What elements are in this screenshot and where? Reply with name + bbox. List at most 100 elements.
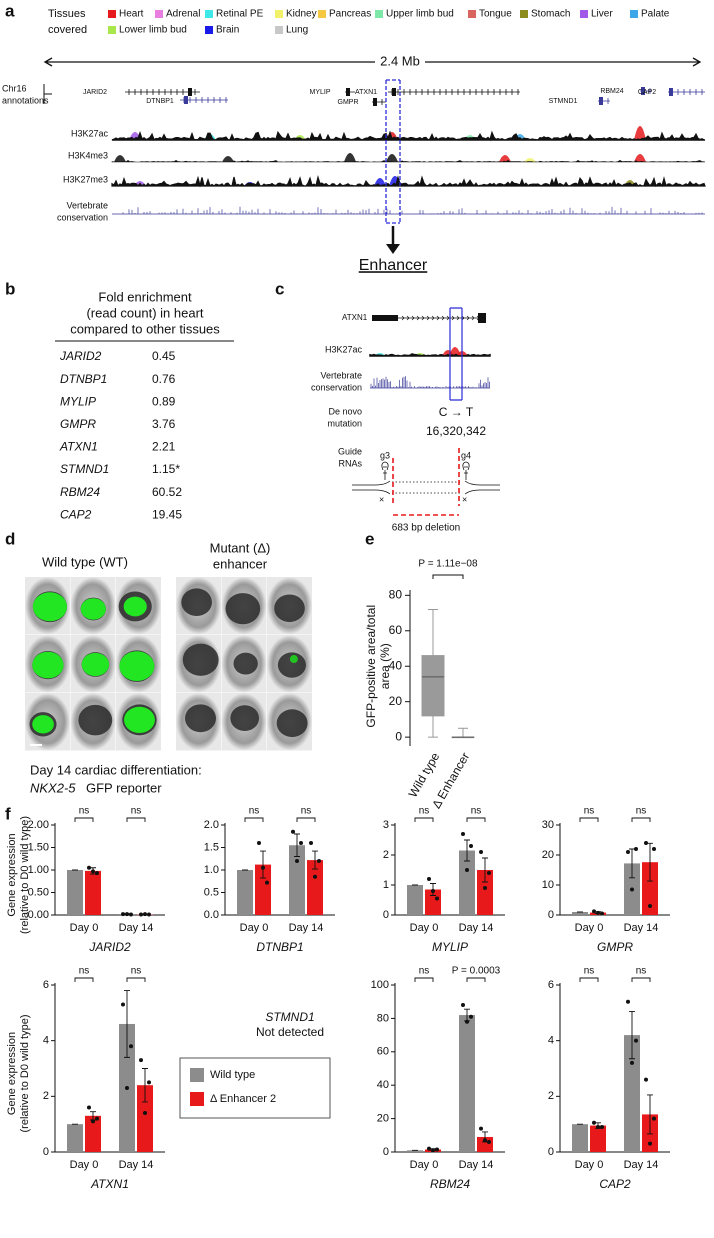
bracket (432, 574, 464, 579)
table-value: 1.15* (152, 462, 180, 476)
aggregate (276, 709, 308, 738)
table-value: 19.45 (152, 507, 182, 521)
signal-track (111, 130, 706, 142)
table-gene: ATXN1 (59, 440, 98, 454)
data-point (427, 877, 431, 881)
bracket (74, 977, 94, 982)
significance: ns (131, 966, 142, 977)
track-label: H3K27ac (71, 128, 109, 138)
y-tick-label: 20 (377, 1113, 389, 1125)
aggregate (181, 588, 212, 617)
gene-exon (669, 88, 673, 96)
cut-mark: × (379, 494, 384, 504)
x-tick-label: Day 0 (575, 922, 604, 934)
error-bar (647, 842, 653, 882)
y-axis-label: area (%) (378, 643, 392, 689)
x-tick-label: Day 0 (410, 922, 439, 934)
legend-swatch (275, 26, 283, 34)
legend-label: Upper limb bud (386, 9, 454, 20)
y-tick-label: 1 (383, 879, 389, 891)
legend-label: Brain (216, 25, 239, 36)
gene-label: GMPR (597, 940, 633, 954)
x-tick-label: Day 14 (624, 922, 659, 934)
gene-exon (392, 88, 396, 96)
legend-label: Pancreas (329, 9, 371, 20)
aggregate (277, 652, 306, 678)
cut-mark: × (462, 494, 467, 504)
table-value: 0.76 (152, 372, 176, 386)
bracket (466, 977, 486, 982)
data-point (125, 912, 129, 917)
signal-peak (634, 126, 646, 140)
aggregate (78, 704, 113, 736)
error-bar (294, 833, 300, 857)
legend-swatch (155, 10, 163, 18)
significance: ns (584, 966, 595, 977)
y-tick-label: 0 (395, 729, 402, 743)
significance: P = 0.0003 (452, 966, 501, 977)
gfp-signal (32, 651, 64, 679)
legend-label: Δ Enhancer 2 (210, 1093, 276, 1105)
guide-label: g3 (380, 450, 390, 460)
panel-label: a (5, 1, 15, 20)
note: STMND1 (265, 1010, 314, 1024)
data-point (644, 1077, 648, 1082)
bar (590, 1125, 606, 1152)
panel-label: e (365, 529, 374, 548)
legend-label: Tongue (479, 9, 512, 20)
group-label: enhancer (213, 556, 268, 571)
bar (425, 889, 441, 915)
legend-swatch (318, 10, 326, 18)
track-label: annotations (2, 95, 49, 105)
significance: ns (471, 806, 482, 817)
gene-label: RBM24 (600, 88, 623, 95)
data-point (652, 1116, 656, 1121)
data-point (257, 841, 261, 845)
bar (459, 1015, 475, 1152)
data-point (435, 1147, 439, 1152)
table-value: 3.76 (152, 417, 176, 431)
caption: GFP reporter (86, 780, 162, 795)
significance: ns (636, 966, 647, 977)
bracket (296, 817, 316, 822)
data-point (309, 841, 313, 845)
y-tick-label: 4 (548, 1035, 554, 1047)
guide-rna (381, 461, 389, 480)
legend-label: Adrenal (166, 9, 200, 20)
legend-swatch (108, 10, 116, 18)
bar (477, 870, 493, 915)
data-point (592, 1120, 596, 1125)
x-tick-label: Day 0 (70, 922, 99, 934)
conservation-track (112, 206, 705, 215)
y-tick-label: 2.0 (204, 819, 219, 831)
data-point (147, 912, 151, 917)
y-tick-label: 6 (548, 979, 554, 991)
data-point (261, 865, 265, 870)
y-tick-label: 2.00 (28, 819, 49, 831)
y-tick-label: 0.00 (28, 909, 49, 921)
panel-label: d (5, 529, 15, 548)
x-tick-label: Day 14 (119, 1159, 154, 1171)
gene-exon (478, 313, 486, 323)
table-value: 60.52 (152, 485, 182, 499)
x-tick-label: Day 0 (410, 1159, 439, 1171)
bar (459, 850, 475, 915)
data-point (461, 832, 465, 836)
track-label: RNAs (338, 458, 362, 468)
significance: ns (419, 806, 430, 817)
error-bar (464, 839, 470, 862)
table-value: 0.45 (152, 349, 176, 363)
gene-label: DTNBP1 (256, 940, 303, 954)
data-point (95, 871, 99, 876)
conservation-track (370, 376, 490, 389)
signal-track (369, 353, 491, 357)
gene-exon (184, 96, 188, 104)
data-point (313, 874, 317, 879)
gene-label: CAP2 (638, 89, 656, 96)
y-tick-label: 80 (377, 1012, 389, 1024)
signal-peak (386, 154, 398, 162)
y-tick-label: 0 (548, 1146, 554, 1158)
data-point (626, 999, 630, 1004)
data-point (600, 1124, 604, 1129)
data-point (129, 1044, 133, 1049)
